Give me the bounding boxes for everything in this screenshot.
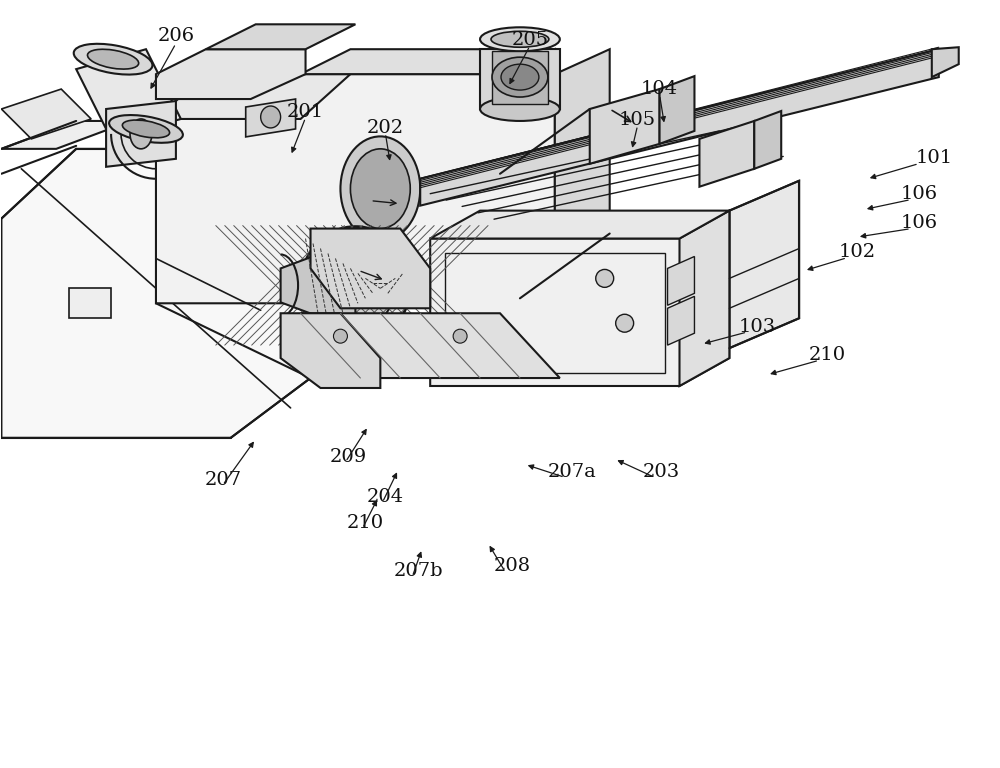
- Ellipse shape: [74, 44, 152, 74]
- Polygon shape: [301, 313, 560, 378]
- Text: 207: 207: [204, 471, 241, 488]
- Polygon shape: [420, 49, 939, 206]
- Text: 207a: 207a: [547, 463, 596, 481]
- Ellipse shape: [340, 137, 420, 241]
- Ellipse shape: [333, 329, 347, 343]
- Polygon shape: [699, 121, 754, 187]
- Polygon shape: [1, 121, 131, 149]
- Polygon shape: [660, 76, 694, 144]
- Ellipse shape: [261, 106, 281, 128]
- Text: 210: 210: [809, 346, 846, 364]
- Polygon shape: [668, 257, 694, 306]
- Polygon shape: [754, 111, 781, 169]
- Polygon shape: [206, 25, 355, 49]
- Ellipse shape: [87, 49, 139, 69]
- Ellipse shape: [491, 31, 549, 47]
- Polygon shape: [430, 210, 729, 239]
- Text: 102: 102: [838, 243, 876, 261]
- Polygon shape: [480, 49, 560, 109]
- Ellipse shape: [596, 270, 614, 287]
- Ellipse shape: [130, 119, 152, 149]
- Ellipse shape: [109, 115, 183, 143]
- Text: 207b: 207b: [393, 562, 443, 581]
- Ellipse shape: [350, 149, 410, 229]
- Ellipse shape: [492, 57, 548, 97]
- Polygon shape: [301, 49, 555, 74]
- Polygon shape: [156, 74, 350, 119]
- Polygon shape: [156, 49, 306, 99]
- Text: 103: 103: [739, 318, 776, 336]
- Ellipse shape: [301, 227, 410, 344]
- Text: 106: 106: [900, 214, 937, 232]
- Text: 205: 205: [511, 31, 548, 48]
- Polygon shape: [76, 49, 181, 139]
- Polygon shape: [590, 89, 660, 164]
- Polygon shape: [505, 49, 555, 74]
- Polygon shape: [492, 51, 548, 104]
- Polygon shape: [555, 49, 610, 259]
- Polygon shape: [729, 180, 799, 348]
- Polygon shape: [430, 210, 729, 386]
- Polygon shape: [246, 99, 296, 137]
- Polygon shape: [311, 229, 430, 308]
- Polygon shape: [680, 210, 729, 386]
- Ellipse shape: [316, 241, 395, 329]
- Text: 105: 105: [619, 111, 656, 129]
- Polygon shape: [106, 101, 176, 167]
- Text: 101: 101: [915, 149, 952, 167]
- Ellipse shape: [501, 65, 539, 90]
- Text: 104: 104: [641, 81, 678, 98]
- Ellipse shape: [616, 314, 634, 333]
- Ellipse shape: [453, 329, 467, 343]
- Ellipse shape: [122, 120, 170, 137]
- Polygon shape: [668, 296, 694, 345]
- Text: 106: 106: [900, 185, 937, 204]
- Polygon shape: [420, 49, 951, 189]
- Text: 210: 210: [347, 515, 384, 532]
- Polygon shape: [932, 47, 959, 77]
- Polygon shape: [281, 240, 355, 330]
- Text: 203: 203: [643, 463, 680, 481]
- Ellipse shape: [301, 227, 410, 344]
- Polygon shape: [69, 288, 111, 318]
- Ellipse shape: [480, 28, 560, 51]
- Ellipse shape: [480, 97, 560, 121]
- Text: 202: 202: [367, 118, 404, 137]
- Text: 209: 209: [330, 448, 367, 465]
- Text: 208: 208: [493, 557, 531, 575]
- Polygon shape: [1, 149, 311, 438]
- Text: 206: 206: [157, 27, 194, 45]
- Polygon shape: [281, 313, 380, 388]
- Text: 201: 201: [287, 104, 324, 121]
- Polygon shape: [1, 89, 91, 139]
- Text: 204: 204: [367, 488, 404, 506]
- Polygon shape: [156, 74, 555, 303]
